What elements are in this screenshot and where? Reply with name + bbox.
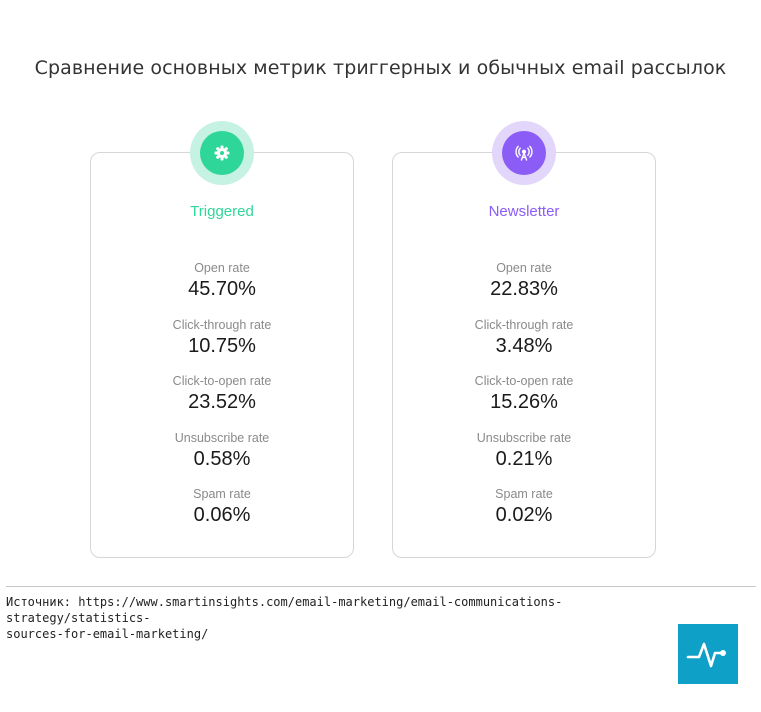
metric-label: Click-to-open rate <box>474 374 574 388</box>
metric-label: Spam rate <box>495 487 553 501</box>
metric-label: Click-through rate <box>474 317 574 332</box>
metric-click-to-open-rate: Click-to-open rate 23.52% <box>91 373 353 430</box>
metric-spam-rate: Spam rate 0.06% <box>91 486 353 543</box>
source-line: Источник: https://www.smartinsights.com/… <box>6 595 563 625</box>
metric-click-through-rate: Click-through rate 3.48% <box>393 317 655 374</box>
newsletter-badge <box>492 121 556 185</box>
metric-click-through-rate: Click-through rate 10.75% <box>91 317 353 374</box>
metric-value: 0.58% <box>193 447 251 470</box>
metric-value: 23.52% <box>188 391 256 413</box>
pulse-logo-icon <box>678 624 738 684</box>
triggered-badge <box>190 121 254 185</box>
metric-unsubscribe-rate: Unsubscribe rate 0.58% <box>91 430 353 487</box>
metric-unsubscribe-rate: Unsubscribe rate 0.21% <box>393 430 655 487</box>
metric-label: Click-to-open rate <box>172 374 272 388</box>
card-title: Newsletter <box>488 203 560 220</box>
metric-open-rate: Open rate 45.70% <box>91 260 353 317</box>
metric-value: 15.26% <box>490 391 558 413</box>
metric-label: Open rate <box>496 261 552 275</box>
metric-label: Click-through rate <box>172 317 272 332</box>
newsletter-card: Newsletter Open rate 22.83% Click-throug… <box>392 121 656 558</box>
metric-value: 0.02% <box>495 504 553 526</box>
source-note: Источник: https://www.smartinsights.com/… <box>6 594 706 642</box>
broadcast-antenna-icon <box>502 131 546 175</box>
metric-value: 22.83% <box>490 278 558 300</box>
triggered-card: Triggered Open rate 45.70% Click-through… <box>90 121 354 558</box>
gear-icon <box>200 131 244 175</box>
metric-value: 0.21% <box>495 447 553 470</box>
metric-value: 0.06% <box>193 504 251 526</box>
metric-label: Unsubscribe rate <box>476 430 572 445</box>
metric-label: Unsubscribe rate <box>174 430 270 445</box>
divider <box>6 586 756 587</box>
metrics-list: Open rate 22.83% Click-through rate 3.48… <box>393 260 655 543</box>
metric-value: 10.75% <box>188 334 256 357</box>
source-line: sources-for-email-marketing/ <box>6 627 209 641</box>
page-title: Сравнение основных метрик триггерных и о… <box>34 57 727 79</box>
metric-label: Open rate <box>194 261 250 275</box>
metric-label: Spam rate <box>193 487 251 501</box>
metric-spam-rate: Spam rate 0.02% <box>393 486 655 543</box>
card-title: Triggered <box>190 203 254 220</box>
metric-click-to-open-rate: Click-to-open rate 15.26% <box>393 373 655 430</box>
metrics-list: Open rate 45.70% Click-through rate 10.7… <box>91 260 353 543</box>
metric-value: 3.48% <box>495 334 553 357</box>
metric-open-rate: Open rate 22.83% <box>393 260 655 317</box>
metric-value: 45.70% <box>188 278 256 300</box>
